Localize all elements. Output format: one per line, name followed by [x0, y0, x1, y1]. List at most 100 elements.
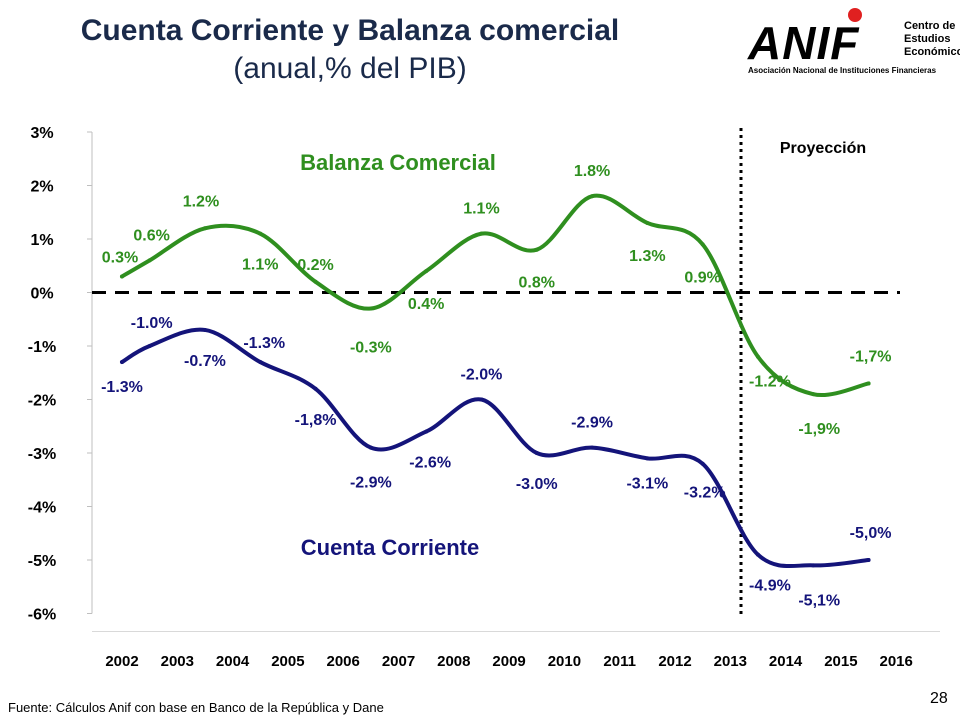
chart-title: Cuenta Corriente y Balanza comercial: [80, 14, 620, 47]
cuenta-corriente-point: [590, 445, 595, 450]
x-tick-label: 2014: [769, 653, 803, 670]
cuenta-corriente-point: [645, 456, 650, 461]
balanza-comercial-data-label: -0.3%: [350, 340, 392, 357]
balanza-comercial-point: [258, 231, 263, 236]
balanza-comercial-data-label: 1.1%: [242, 257, 278, 274]
x-tick-label: 2006: [327, 653, 360, 670]
cuenta-corriente-point: [424, 429, 429, 434]
x-tick-label: 2013: [714, 653, 747, 670]
cuenta-corriente-point: [811, 563, 816, 568]
y-tick-label: -4%: [28, 500, 56, 517]
balanza-comercial-data-label: -1,9%: [798, 421, 840, 438]
x-tick-label: 2015: [824, 653, 857, 670]
x-tick-label: 2009: [492, 653, 525, 670]
balanza-comercial-data-label: 0.6%: [133, 227, 169, 244]
balanza-comercial-data-label: 1.3%: [629, 248, 665, 265]
logo-red-dot: [848, 8, 862, 22]
y-tick-label: 2%: [30, 179, 53, 196]
cuenta-corriente-data-label: -2.9%: [571, 415, 613, 432]
cuenta-corriente-data-label: -2.9%: [350, 475, 392, 492]
cuenta-corriente-point: [534, 451, 539, 455]
cuenta-corriente-point: [313, 386, 318, 391]
cuenta-corriente-point: [202, 327, 207, 332]
balanza-comercial-data-label: 0.8%: [519, 275, 555, 292]
logo-side-line: Económicos: [904, 46, 960, 58]
balanza-comercial-point: [534, 247, 539, 252]
balanza-comercial-point: [700, 242, 705, 247]
cuenta-corriente-data-label: -1.3%: [243, 335, 285, 352]
cuenta-corriente-data-label: -1.3%: [101, 379, 143, 396]
logo-wordmark: ANIF: [748, 17, 860, 69]
x-tick-label: 2011: [603, 653, 636, 670]
balanza-comercial-point: [202, 226, 207, 231]
cuenta-corriente-data-label: -1,8%: [295, 412, 337, 429]
y-tick-label: -1%: [28, 339, 56, 356]
balanza-comercial-data-label: -1.2%: [749, 374, 791, 391]
balanza-comercial-data-label: 1.8%: [574, 163, 610, 180]
cuenta-corriente-point: [368, 445, 373, 450]
balanza-comercial-point: [811, 392, 816, 397]
cuenta-corriente-point: [866, 558, 871, 562]
cuenta-corriente-point: [755, 552, 760, 557]
x-tick-label: 2016: [880, 653, 913, 670]
balanza-comercial-point: [368, 306, 373, 311]
y-tick-label: -2%: [28, 393, 56, 410]
logo-side-text: Centro de Estudios Económicos: [904, 20, 960, 59]
source-note: Fuente: Cálculos Anif con base en Banco …: [8, 700, 384, 715]
anif-logo: ANIF Centro de Estudios Económicos Asoci…: [748, 4, 960, 80]
cuenta-corriente-point: [700, 461, 705, 466]
balanza-comercial-point: [147, 258, 152, 263]
balanza-comercial-data-label: 1.2%: [183, 193, 219, 210]
y-tick-label: 0%: [30, 286, 53, 303]
series-label-cuenta: Cuenta Corriente: [301, 535, 479, 560]
projection-label: Proyección: [780, 140, 866, 157]
balanza-comercial-point: [590, 194, 595, 199]
balanza-comercial-point: [313, 279, 318, 284]
x-tick-label: 2005: [271, 653, 304, 670]
logo-side-line: Centro de: [904, 20, 956, 32]
cuenta-corriente-data-label: -4.9%: [749, 578, 791, 595]
cuenta-corriente-data-label: -3.0%: [516, 476, 558, 493]
x-tick-label: 2008: [437, 653, 470, 670]
balanza-comercial-data-label: 1.1%: [463, 201, 499, 218]
series-label-balanza: Balanza Comercial: [300, 150, 496, 175]
cuenta-corriente-data-label: -2.0%: [461, 367, 503, 384]
balanza-comercial-line: [120, 193, 871, 398]
cuenta-corriente-point: [147, 344, 152, 348]
cuenta-corriente-data-label: -3.1%: [626, 475, 668, 492]
cuenta-corriente-line: [120, 327, 871, 569]
cuenta-corriente-data-label: -0.7%: [184, 353, 226, 370]
cuenta-corriente-data-label: -3.2%: [684, 485, 726, 502]
logo-tagline: Asociación Nacional de Instituciones Fin…: [748, 66, 937, 75]
cuenta-corriente-data-label: -2.6%: [409, 455, 451, 472]
y-tick-label: -5%: [28, 553, 56, 570]
x-tick-label: 2004: [216, 653, 250, 670]
cuenta-corriente-data-label: -5,0%: [850, 525, 892, 542]
y-tick-label: -6%: [28, 607, 56, 624]
cuenta-corriente-data-label: -5,1%: [798, 592, 840, 609]
y-tick-label: -3%: [28, 446, 56, 463]
balanza-comercial-point: [424, 269, 429, 274]
x-tick-label: 2012: [658, 653, 691, 670]
balanza-comercial-data-label: 0.9%: [684, 269, 720, 286]
balanza-comercial-data-label: 0.2%: [297, 257, 333, 274]
balanza-comercial-point: [755, 354, 760, 359]
cuenta-corriente-data-label: -1.0%: [131, 315, 173, 332]
cuenta-corriente-point: [120, 360, 124, 365]
balanza-comercial-point: [645, 220, 650, 225]
balanza-comercial-data-label: -1,7%: [850, 348, 892, 365]
balanza-comercial-data-label: 0.3%: [102, 249, 138, 266]
chart-subtitle: (anual,% del PIB): [233, 52, 467, 85]
x-tick-label: 2002: [105, 653, 138, 670]
x-tick-label: 2007: [382, 653, 415, 670]
y-tick-label: 3%: [30, 125, 53, 142]
cuenta-corriente-point: [479, 397, 484, 402]
cuenta-corriente-point: [258, 360, 263, 365]
balanza-comercial-point: [866, 381, 871, 386]
y-tick-label: 1%: [30, 232, 53, 249]
logo-side-line: Estudios: [904, 33, 951, 45]
balanza-comercial-point: [120, 274, 124, 279]
x-tick-label: 2010: [548, 653, 581, 670]
x-tick-label: 2003: [161, 653, 194, 670]
